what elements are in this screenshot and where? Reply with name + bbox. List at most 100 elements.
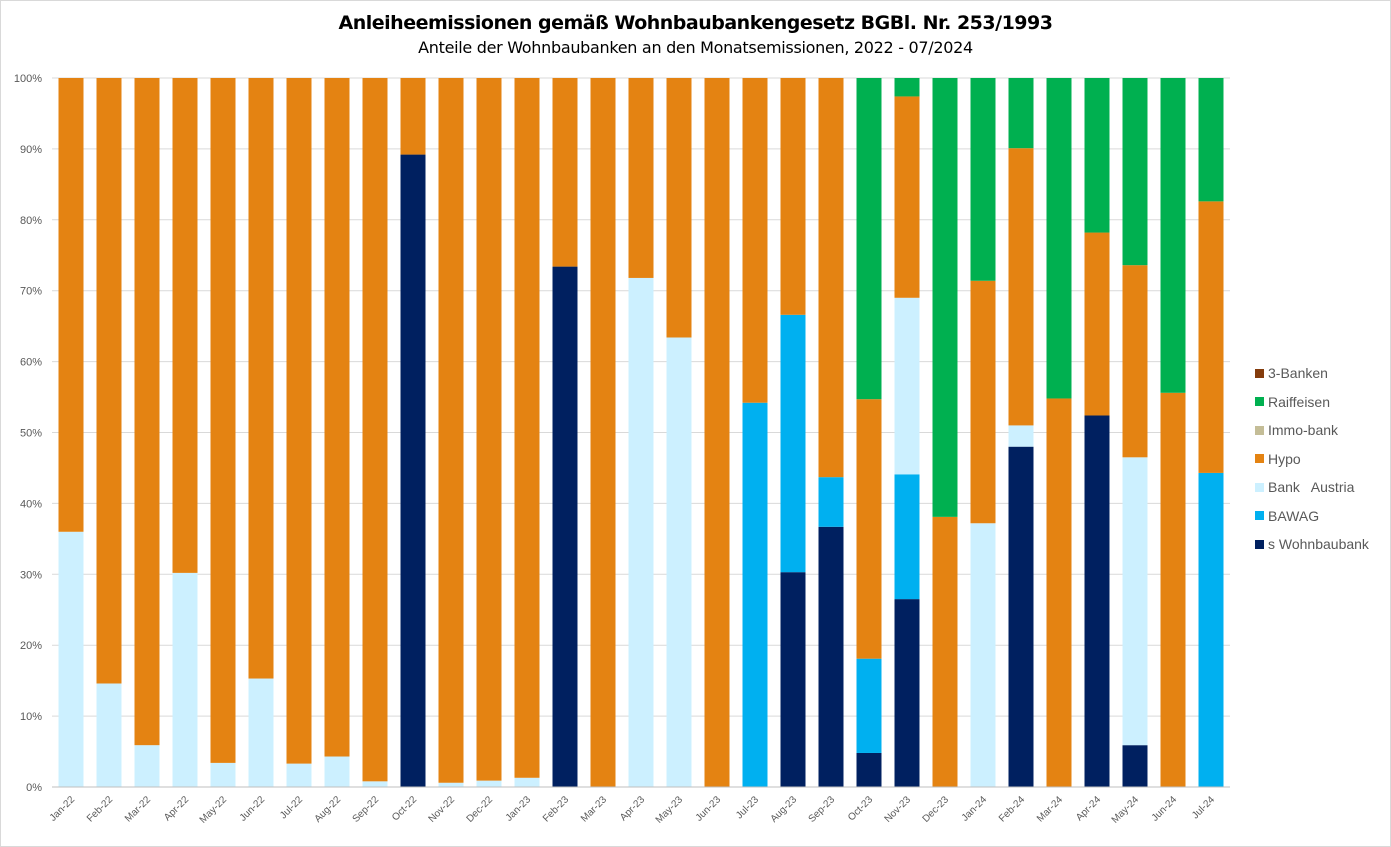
bar-segment-hypo — [666, 78, 692, 338]
y-tick-label: 60% — [20, 357, 42, 369]
bar-segment-s-wohnbaubank — [856, 752, 882, 787]
x-tick-label: Dec-23 — [921, 794, 952, 825]
legend-item: Hypo — [1255, 445, 1369, 474]
bar-segment-raiffeisen — [970, 78, 996, 281]
legend-item: s Wohnbaubank — [1255, 530, 1369, 559]
bar-segment-s-wohnbaubank — [400, 154, 426, 787]
bar-segment-bank-austria — [666, 337, 692, 787]
bar-segment-hypo — [96, 78, 122, 684]
legend-swatch — [1255, 425, 1264, 435]
x-tick-label: Jan-24 — [960, 794, 990, 824]
bar-segment-bank-austria — [324, 756, 350, 787]
x-tick-label: Feb-22 — [85, 794, 115, 824]
bar-segment-hypo — [1046, 398, 1072, 787]
bar-segment-hypo — [210, 78, 236, 763]
legend-swatch — [1255, 539, 1264, 549]
bar-segment-bank-austria — [58, 531, 84, 787]
x-tick-label: Nov-22 — [427, 794, 458, 825]
x-tick-label: Oct-22 — [390, 794, 419, 823]
bar-segment-s-wohnbaubank — [1122, 745, 1148, 787]
legend-item: Bank Austria — [1255, 473, 1369, 502]
bar-segment-raiffeisen — [856, 78, 882, 400]
bar-segment-hypo — [248, 78, 274, 679]
legend: 3-Banken Raiffeisen Immo-bank Hypo Bank Aust… — [1255, 359, 1369, 559]
legend-label: s Wohnbaubank — [1268, 536, 1369, 553]
x-tick-label: Apr-24 — [1074, 794, 1103, 823]
bar-segment-hypo — [704, 78, 730, 787]
bar-segment-hypo — [324, 78, 350, 757]
legend-label: BAWAG — [1268, 507, 1320, 524]
chart-subtitle: Anteile der Wohnbaubanken an den Monatse… — [418, 38, 973, 57]
bar-segment-hypo — [58, 78, 84, 532]
bar-segment-raiffeisen — [894, 78, 920, 97]
legend-label: Bank Austria — [1268, 479, 1355, 496]
bar-segment-bank-austria — [514, 777, 540, 787]
bar-segment-bank-austria — [362, 781, 388, 787]
bar-segment-bank-austria — [96, 683, 122, 787]
bar-segment-s-wohnbaubank — [894, 599, 920, 787]
x-tick-label: Feb-23 — [541, 794, 571, 824]
y-tick-label: 30% — [20, 569, 42, 581]
legend-swatch — [1255, 368, 1264, 378]
bar-segment-raiffeisen — [1084, 78, 1110, 233]
bar-segment-hypo — [400, 78, 426, 155]
x-tick-label: May-24 — [1110, 794, 1142, 826]
bar-segment-bank-austria — [248, 678, 274, 787]
x-tick-label: Aug-22 — [313, 794, 344, 825]
x-tick-label: Jun-24 — [1150, 794, 1180, 824]
bar-segment-bank-austria — [628, 277, 654, 787]
x-tick-label: Jun-22 — [238, 794, 268, 824]
legend-label: 3-Banken — [1268, 365, 1328, 382]
bar-segment-hypo — [172, 78, 198, 573]
legend-label: Immo-bank — [1268, 422, 1339, 439]
x-tick-label: Apr-22 — [162, 794, 191, 823]
bar-segment-hypo — [362, 78, 388, 782]
x-tick-label: Nov-23 — [883, 794, 914, 825]
x-tick-label: Jun-23 — [694, 794, 724, 824]
x-tick-label: Jan-22 — [48, 794, 78, 824]
x-tick-label: Mar-22 — [123, 794, 153, 824]
x-tick-label: Jul-24 — [1190, 794, 1217, 821]
legend-swatch — [1255, 511, 1264, 521]
legend-label: Raiffeisen — [1268, 393, 1331, 410]
x-tick-label: Sep-23 — [807, 794, 838, 825]
x-tick-label: May-23 — [654, 794, 686, 826]
bar-segment-hypo — [1084, 232, 1110, 416]
bar-segment-s-wohnbaubank — [552, 266, 578, 787]
y-tick-label: 100% — [14, 73, 42, 85]
bar-segment-bank-austria — [894, 297, 920, 475]
bar-segment-bank-austria — [476, 780, 502, 787]
bar-segment-hypo — [1198, 201, 1224, 473]
x-tick-label: Apr-23 — [618, 794, 647, 823]
x-tick-label: Feb-24 — [997, 794, 1027, 824]
x-tick-label: Dec-22 — [465, 794, 496, 825]
bar-segment-hypo — [932, 516, 958, 787]
y-tick-label: 10% — [20, 711, 42, 723]
bar-segment-bawag — [894, 474, 920, 600]
bar-segment-hypo — [552, 78, 578, 267]
bar-segment-hypo — [590, 78, 616, 787]
x-tick-label: Sep-22 — [351, 794, 382, 825]
bar-segment-raiffeisen — [1122, 78, 1148, 266]
bar-segment-bank-austria — [970, 523, 996, 787]
bar-segment-hypo — [628, 78, 654, 278]
legend-swatch — [1255, 454, 1264, 464]
x-tick-label: Jan-23 — [504, 794, 534, 824]
bar-segment-hypo — [742, 78, 768, 403]
bar-segment-raiffeisen — [1008, 78, 1034, 149]
bar-segment-bank-austria — [286, 763, 312, 787]
x-tick-label: Oct-23 — [846, 794, 875, 823]
bar-segment-s-wohnbaubank — [1084, 415, 1110, 787]
x-tick-label: Mar-23 — [579, 794, 609, 824]
bar-segment-raiffeisen — [932, 78, 958, 517]
legend-item: Raiffeisen — [1255, 388, 1369, 417]
y-tick-label: 20% — [20, 640, 42, 652]
bar-segment-hypo — [438, 78, 464, 783]
bar-segment-s-wohnbaubank — [780, 572, 806, 787]
bar-segment-bawag — [742, 402, 768, 787]
y-tick-label: 80% — [20, 215, 42, 227]
x-tick-label: Aug-23 — [769, 794, 800, 825]
bar-segment-hypo — [1160, 392, 1186, 787]
bar-segment-bawag — [1198, 472, 1224, 787]
